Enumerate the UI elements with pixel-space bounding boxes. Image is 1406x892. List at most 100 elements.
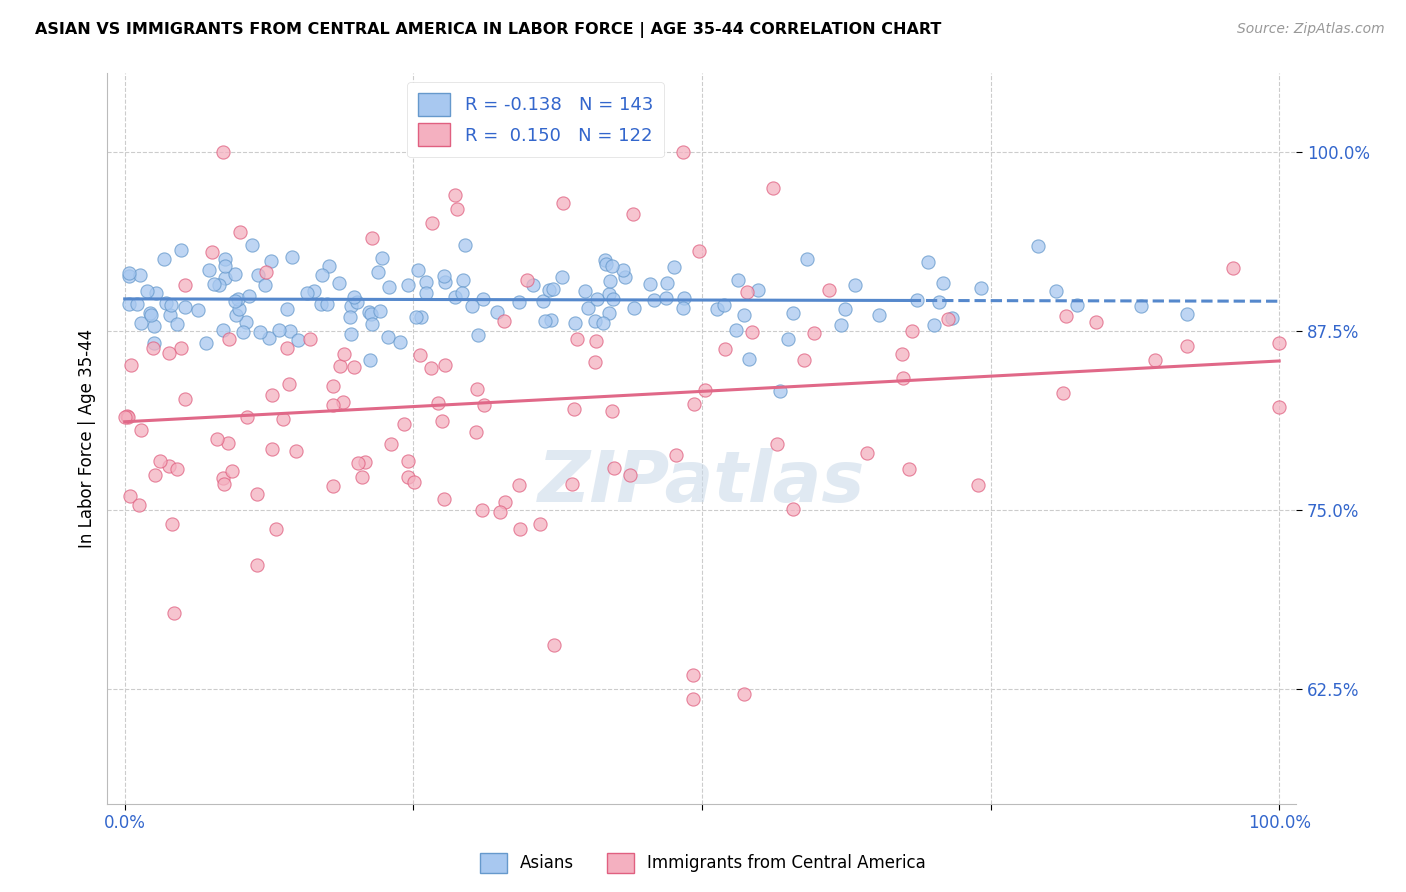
Point xyxy=(163,606,186,620)
Point xyxy=(683,397,706,411)
Point xyxy=(322,378,344,392)
Point xyxy=(228,301,250,316)
Point xyxy=(738,351,761,366)
Point xyxy=(224,294,246,309)
Point xyxy=(793,353,815,368)
Point xyxy=(433,358,456,372)
Point xyxy=(238,288,260,302)
Point xyxy=(444,187,467,202)
Point xyxy=(529,516,551,531)
Point xyxy=(509,522,531,536)
Point xyxy=(516,273,538,287)
Point xyxy=(747,283,769,297)
Point xyxy=(117,266,139,280)
Point xyxy=(143,467,166,482)
Point xyxy=(796,252,818,266)
Point xyxy=(115,409,138,423)
Point xyxy=(485,304,508,318)
Point xyxy=(1066,298,1088,312)
Point xyxy=(1175,339,1198,353)
Point xyxy=(868,308,890,322)
Point xyxy=(195,336,218,351)
Point xyxy=(160,298,183,312)
Point xyxy=(553,196,575,211)
Point xyxy=(377,280,399,294)
Point xyxy=(377,330,399,344)
Point xyxy=(494,494,516,508)
Point xyxy=(682,692,704,706)
Point xyxy=(602,293,624,307)
Point xyxy=(353,455,375,469)
Point xyxy=(583,354,606,368)
Point xyxy=(1222,261,1244,276)
Point xyxy=(465,425,488,439)
Point xyxy=(735,285,758,299)
Point xyxy=(433,275,456,289)
Point xyxy=(1268,400,1291,414)
Point xyxy=(1045,284,1067,298)
Point xyxy=(359,305,381,319)
Point xyxy=(332,394,354,409)
Point xyxy=(1085,315,1108,329)
Point xyxy=(135,284,157,298)
Point xyxy=(254,277,277,292)
Text: Source: ZipAtlas.com: Source: ZipAtlas.com xyxy=(1237,22,1385,37)
Point xyxy=(276,341,298,355)
Point xyxy=(598,306,620,320)
Point xyxy=(409,347,432,361)
Point xyxy=(713,342,735,356)
Point xyxy=(662,260,685,275)
Point xyxy=(218,333,240,347)
Point xyxy=(856,446,879,460)
Point xyxy=(1054,310,1077,324)
Point xyxy=(396,278,419,293)
Point xyxy=(157,345,180,359)
Point xyxy=(574,284,596,298)
Point xyxy=(928,295,950,310)
Point xyxy=(247,268,270,282)
Point xyxy=(508,294,530,309)
Point xyxy=(246,486,269,500)
Point xyxy=(1052,385,1074,400)
Point xyxy=(613,270,636,285)
Point xyxy=(371,251,394,265)
Legend: Asians, Immigrants from Central America: Asians, Immigrants from Central America xyxy=(474,847,932,880)
Point xyxy=(583,314,606,328)
Point xyxy=(420,361,443,376)
Point xyxy=(897,462,920,476)
Point xyxy=(657,276,679,290)
Point xyxy=(295,285,318,300)
Point xyxy=(534,314,557,328)
Point xyxy=(433,491,456,506)
Point xyxy=(932,277,955,291)
Point xyxy=(260,254,283,268)
Point xyxy=(173,277,195,292)
Point xyxy=(212,476,235,491)
Point xyxy=(166,461,188,475)
Point xyxy=(508,478,530,492)
Point xyxy=(315,297,337,311)
Point xyxy=(360,308,382,322)
Point xyxy=(446,202,468,216)
Point xyxy=(232,325,254,339)
Point xyxy=(287,334,309,348)
Point xyxy=(343,290,366,304)
Point xyxy=(453,273,475,287)
Point xyxy=(643,293,665,308)
Point xyxy=(432,268,454,283)
Point xyxy=(741,325,763,339)
Point xyxy=(118,297,141,311)
Point xyxy=(217,435,239,450)
Point xyxy=(467,383,489,397)
Point xyxy=(593,252,616,267)
Point xyxy=(118,269,141,284)
Point xyxy=(128,499,150,513)
Point xyxy=(276,302,298,317)
Point xyxy=(173,392,195,407)
Point xyxy=(905,293,928,307)
Point xyxy=(170,341,193,355)
Point xyxy=(212,145,235,159)
Text: ASIAN VS IMMIGRANTS FROM CENTRAL AMERICA IN LABOR FORCE | AGE 35-44 CORRELATION : ASIAN VS IMMIGRANTS FROM CENTRAL AMERICA… xyxy=(35,22,942,38)
Point xyxy=(1175,307,1198,321)
Point xyxy=(142,319,165,334)
